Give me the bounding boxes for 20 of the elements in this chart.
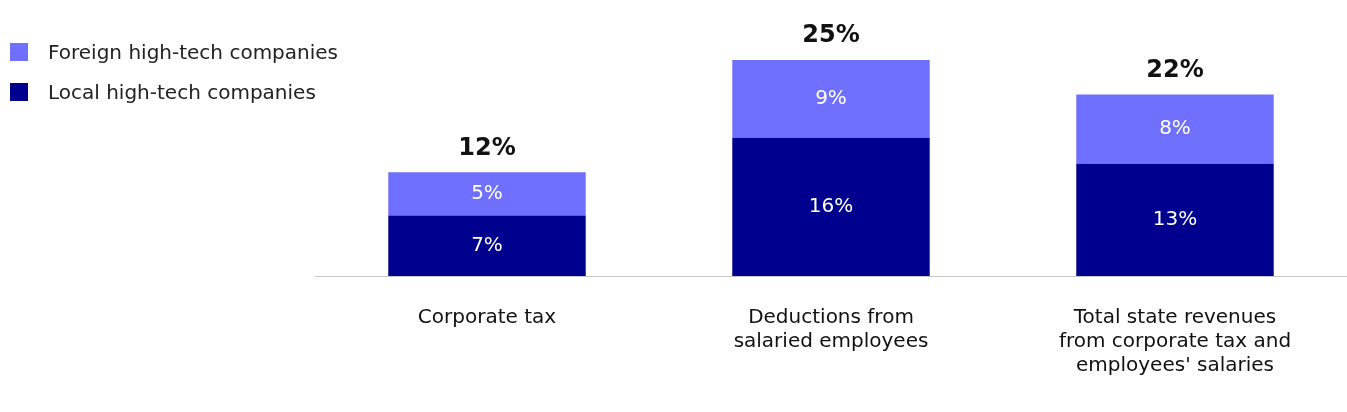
total-label: 25%: [802, 20, 860, 49]
data-label: 8%: [1159, 115, 1191, 140]
total-label: 22%: [1146, 54, 1204, 83]
x-tick-label: Deductions from salaried employees: [733, 304, 929, 353]
bar: [1076, 94, 1274, 164]
bar: [1076, 163, 1274, 276]
total-label: 12%: [458, 132, 516, 161]
bar: [732, 60, 930, 138]
data-label: 7%: [471, 231, 503, 256]
bar: [388, 215, 586, 276]
legend-label: Local high-tech companies: [48, 80, 316, 104]
bar: [388, 172, 586, 216]
data-label: 13%: [1152, 206, 1198, 231]
data-label: 16%: [808, 193, 854, 218]
data-label: 9%: [815, 85, 847, 110]
legend-label: Foreign high-tech companies: [48, 40, 339, 64]
x-tick-label: Corporate tax: [417, 304, 557, 329]
bar: [732, 137, 930, 276]
x-tick-label: Total state revenues from corporate tax and employees' salaries: [1058, 304, 1292, 377]
data-label: 5%: [471, 180, 503, 205]
